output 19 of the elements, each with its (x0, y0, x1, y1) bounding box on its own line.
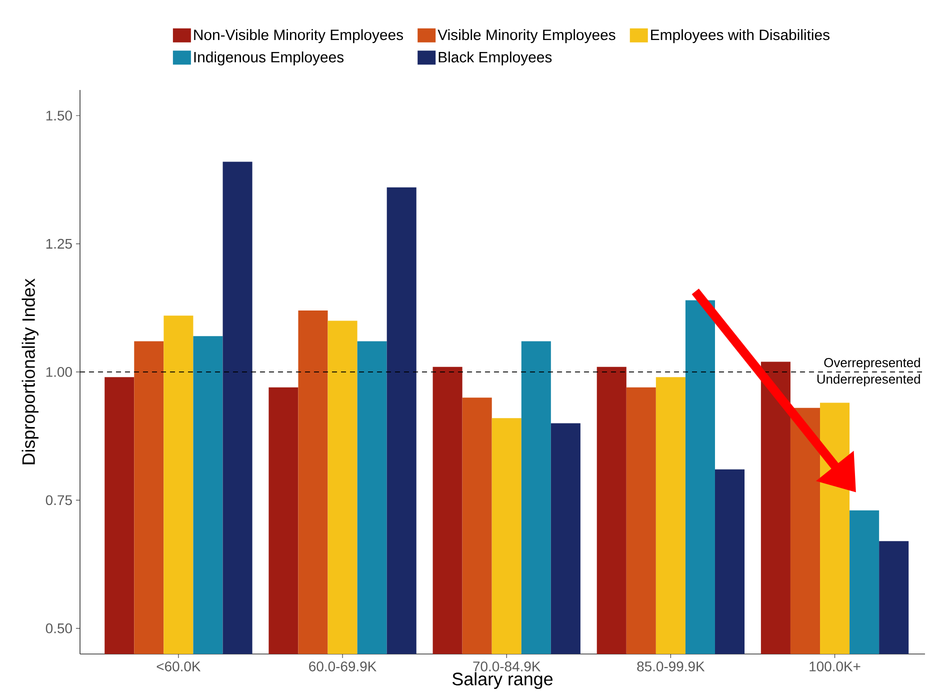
y-tick-label: 0.50 (46, 623, 72, 634)
y-tick-label: 1.50 (46, 110, 72, 121)
legend-label: Indigenous Employees (194, 51, 344, 66)
annotation: Overrepresented (824, 358, 920, 370)
annotation: Underrepresented (817, 374, 920, 386)
y-tick-label: 1.00 (46, 367, 72, 377)
legend-label: Visible Minority Employees (438, 29, 616, 44)
x-tick-label: 60.0-69.9K (309, 661, 376, 672)
y-tick-label: 0.75 (46, 495, 72, 506)
x-tick-label: <60.0K (156, 661, 201, 672)
x-tick-label: 100.0K+ (810, 661, 860, 672)
x-tick-label: 70.0-84.9K (473, 661, 541, 672)
x-tick-label: 85.0-99.9K (637, 661, 705, 672)
legend-label: Black Employees (438, 51, 552, 66)
legend-label: Non-Visible Minority Employees (194, 29, 404, 44)
y-tick-label: 1.25 (46, 238, 72, 249)
legend-label: Employees with Disabilities (651, 29, 830, 44)
y-axis-title: Disproportionality Index (22, 278, 38, 464)
x-axis-title: Salary range (452, 672, 553, 689)
